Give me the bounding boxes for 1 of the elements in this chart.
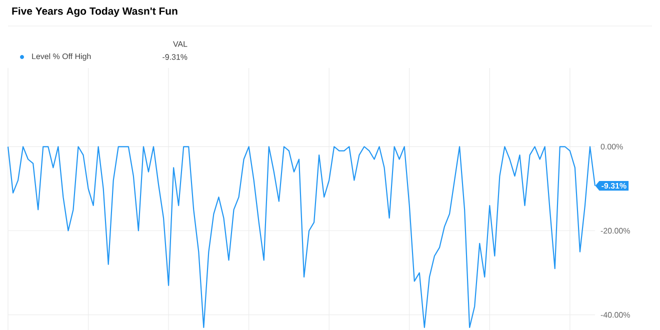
chart-title: Five Years Ago Today Wasn't Fun — [12, 7, 178, 17]
